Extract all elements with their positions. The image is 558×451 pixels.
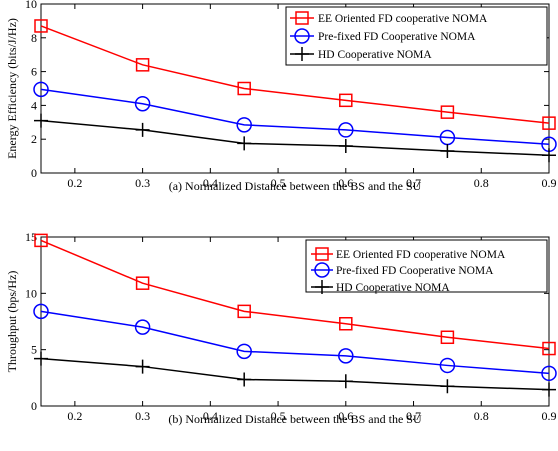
- data-point: [33, 303, 49, 320]
- data-point: [338, 374, 353, 389]
- legend-label: EE Oriented FD cooperative NOMA: [336, 249, 506, 261]
- data-point: [440, 105, 455, 119]
- y-tick-label: 4: [31, 98, 37, 112]
- y-tick-label: 0: [31, 166, 37, 180]
- data-point: [542, 148, 556, 163]
- series-square: [34, 19, 556, 130]
- series-circle: [33, 81, 557, 153]
- x-tick-label: 0.3: [135, 409, 150, 423]
- series-plus: [34, 113, 556, 163]
- x-tick-label: 0.8: [474, 409, 489, 423]
- x-axis-caption: (b) Normalized Distance between the BS a…: [168, 412, 422, 426]
- data-point: [338, 122, 354, 138]
- data-point: [237, 372, 252, 387]
- x-tick-label: 0.2: [67, 409, 82, 423]
- x-tick-label: 0.7: [406, 176, 421, 190]
- legend-label: EE Oriented FD cooperative NOMA: [318, 13, 488, 25]
- data-point: [542, 341, 556, 356]
- y-tick-label: 5: [31, 343, 37, 357]
- data-point: [134, 319, 151, 335]
- series-line: [40, 310, 550, 375]
- x-tick-label: 0.3: [135, 176, 150, 190]
- y-axis-label: Throughput (bps/Hz): [5, 271, 19, 373]
- legend-swatch-marker: [315, 280, 329, 294]
- y-tick-label: 10: [25, 0, 37, 11]
- data-point: [135, 58, 150, 72]
- data-point: [237, 81, 251, 96]
- x-tick-label: 0.6: [338, 409, 353, 423]
- x-tick-label: 0.2: [67, 176, 82, 190]
- series-line: [40, 119, 550, 157]
- series-plus: [34, 351, 556, 397]
- data-point: [135, 276, 150, 290]
- x-tick-label: 0.4: [203, 176, 218, 190]
- data-point: [237, 136, 252, 151]
- x-tick-label: 0.5: [271, 176, 286, 190]
- y-tick-label: 8: [31, 31, 37, 45]
- x-tick-label: 0.6: [338, 176, 353, 190]
- y-tick-label: 2: [31, 132, 37, 146]
- series-circle: [33, 303, 557, 382]
- data-point: [338, 138, 353, 153]
- y-tick-label: 0: [31, 399, 37, 413]
- legend-label: HD Cooperative NOMA: [318, 49, 432, 61]
- y-tick-label: 10: [25, 286, 37, 300]
- x-tick-label: 0.7: [406, 409, 421, 423]
- x-tick-label: 0.9: [542, 176, 557, 190]
- data-point: [34, 113, 48, 128]
- data-point: [338, 348, 354, 364]
- series-line: [40, 239, 550, 350]
- data-point: [339, 317, 353, 331]
- data-point: [33, 81, 49, 98]
- data-point: [542, 116, 556, 130]
- x-axis-caption: (a) Normalized Distance between the BS a…: [169, 179, 422, 193]
- data-point: [440, 144, 455, 159]
- series-line: [40, 25, 550, 124]
- data-point: [339, 93, 353, 108]
- legend-box: [305, 239, 548, 293]
- series-line: [40, 357, 550, 391]
- data-point: [237, 304, 251, 319]
- data-point: [236, 343, 252, 360]
- plot-area-frame: [40, 236, 550, 407]
- x-tick-label: 0.8: [474, 176, 489, 190]
- data-point: [541, 365, 557, 382]
- legend-swatch-marker: [315, 247, 329, 261]
- x-tick-label: 0.9: [542, 409, 557, 423]
- y-tick-label: 15: [25, 230, 37, 244]
- data-point: [135, 122, 150, 137]
- series-line: [40, 88, 550, 146]
- data-point: [135, 359, 150, 374]
- data-point: [34, 351, 48, 366]
- legend: EE Oriented FD cooperative NOMA Pre-fixed…: [305, 239, 548, 294]
- legend-swatch-marker: [295, 11, 309, 25]
- legend-swatch-marker: [314, 262, 330, 278]
- data-point: [34, 19, 48, 33]
- y-axis-label: Energy Efficiency (bits/J/Hz): [5, 18, 19, 159]
- series-square: [34, 233, 556, 356]
- x-tick-label: 0.4: [203, 409, 218, 423]
- legend-swatch-marker: [294, 28, 310, 44]
- legend-label: HD Cooperative NOMA: [336, 282, 450, 294]
- chart-panel-b: 0.2 0.3 0.4 0.5 0.6 0.7 0.8 0.9 0 5 10 15 (b) Normal…: [5, 230, 557, 426]
- legend-label: Pre-fixed FD Cooperative NOMA: [336, 265, 494, 277]
- plot-area-frame: [40, 3, 550, 174]
- legend-box: [285, 6, 548, 66]
- chart-panel-a: 0.2 0.3 0.4 0.5 0.6 0.7 0.8 0.9 0 2 4 6 8 10 (a) Norma…: [5, 0, 557, 193]
- x-tick-label: 0.5: [271, 409, 286, 423]
- data-point: [542, 382, 556, 397]
- legend: EE Oriented FD cooperative NOMA Pre-fixed…: [285, 6, 548, 66]
- legend-label: Pre-fixed FD Cooperative NOMA: [318, 31, 476, 43]
- data-point: [236, 117, 252, 133]
- data-point: [134, 95, 151, 112]
- data-point: [439, 357, 456, 374]
- y-tick-label: 6: [31, 65, 37, 79]
- data-point: [440, 330, 455, 345]
- legend-swatch-marker: [295, 47, 309, 61]
- data-point: [34, 233, 48, 248]
- data-point: [440, 379, 455, 394]
